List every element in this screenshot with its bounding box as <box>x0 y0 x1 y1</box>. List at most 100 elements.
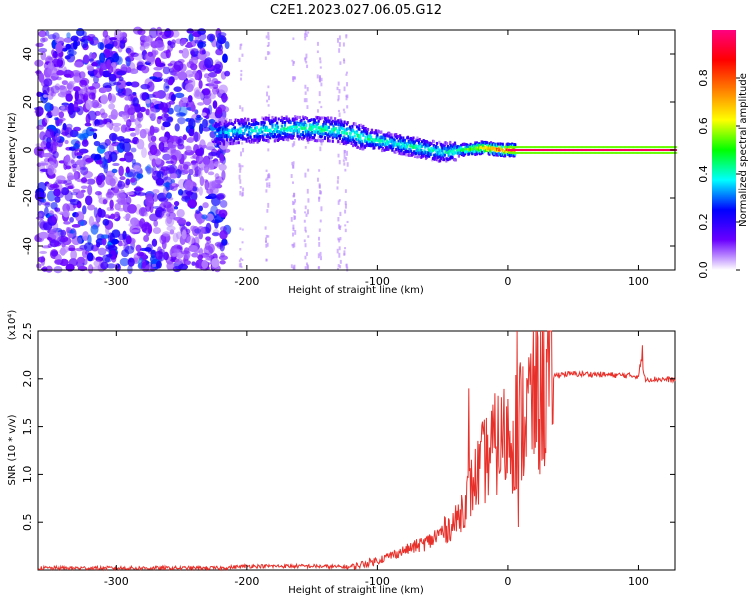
spectrogram-streak <box>294 199 297 203</box>
spectrogram-carrier-cell <box>586 146 589 149</box>
spectrogram-noise-blob <box>194 109 199 115</box>
spectrogram-carrier-cell <box>567 149 570 151</box>
spectrogram-carrier-cell <box>654 149 657 151</box>
spectrogram-noise-blob <box>155 177 165 186</box>
spectrogram-streak <box>293 137 296 141</box>
spectrogram-carrier-cell <box>561 146 564 149</box>
spectrogram-noise-blob <box>158 102 168 111</box>
spectrogram-noise-blob <box>104 214 110 218</box>
spectrogram-noise-blob <box>113 82 122 86</box>
spectrogram-ridge-cell <box>424 145 427 149</box>
spectrogram-ridge-cell <box>332 124 335 128</box>
spectrogram-streak <box>240 43 243 46</box>
spectrogram-ridge-cell <box>447 147 450 151</box>
spectrogram-noise-blob <box>198 205 204 212</box>
spectrogram-carrier-cell <box>543 149 546 151</box>
spectrogram-carrier-cell <box>642 151 645 154</box>
spectrogram-ridge-cell <box>291 136 294 140</box>
spectrogram-noise-blob <box>88 58 95 62</box>
spectrogram-noise-blob <box>96 175 103 186</box>
spectrogram-noise-blob <box>85 157 94 163</box>
spectrogram-ridge-cell <box>339 134 342 138</box>
spectrogram-carrier-cell <box>537 149 540 151</box>
spectrogram-carrier-cell <box>648 151 651 154</box>
spectrogram-ridge-cell <box>269 132 272 136</box>
colorbar-label: Normalized spectral amplitude <box>738 73 749 227</box>
spectrogram-ridge-cell <box>474 142 477 146</box>
spectrogram-noise-blob <box>112 186 120 194</box>
spectrogram-streak <box>239 227 242 230</box>
spectrogram-noise-blob <box>208 181 217 191</box>
spectrogram-streak <box>293 76 296 80</box>
spectrogram-ridge-cell <box>420 140 424 144</box>
spectrogram-ridge-cell <box>248 126 251 130</box>
spectrogram-carrier-cell <box>553 151 556 154</box>
spectrogram-ridge-cell <box>236 132 239 136</box>
spectrogram-ridge-cell <box>236 141 239 145</box>
spectrogram-noise-blob <box>160 113 170 122</box>
spectrogram-streak <box>337 95 340 100</box>
spectrogram-noise-blob <box>125 119 132 128</box>
spectrogram-ridge-cell <box>254 129 258 133</box>
spectrogram-noise-blob <box>165 164 175 175</box>
spectrogram-ridge-cell <box>215 134 218 138</box>
spectrogram-noise-blob <box>87 204 96 211</box>
spectrogram-streak <box>238 174 241 180</box>
spectrogram-streak <box>238 163 241 168</box>
spectrogram-ridge-cell <box>312 125 315 129</box>
spectrogram-carrier-cell <box>625 151 628 154</box>
spectrogram-noise-blob <box>130 132 137 137</box>
spectrogram-ridge-cell <box>409 153 412 157</box>
spectrogram-ridge-cell <box>345 137 348 141</box>
spectrogram-noise-blob <box>145 108 150 116</box>
spectrogram-carrier-cell <box>612 151 615 154</box>
spectrogram-noise-blob <box>215 48 224 56</box>
spectrogram-ridge-cell <box>381 149 384 153</box>
spectrogram-noise-blob <box>35 42 44 48</box>
spectrogram-streak <box>268 185 271 188</box>
spectrogram-streak <box>339 265 342 269</box>
spectrogram-ridge-cell <box>485 141 489 145</box>
spectrogram-streak <box>320 77 323 82</box>
spectrogram-carrier-cell <box>618 146 621 149</box>
spectrogram-streak <box>338 252 341 258</box>
spectrogram-noise-blob <box>125 81 133 87</box>
snr-y-label: SNR (10 * v/v) <box>7 414 18 485</box>
spectrogram-ridge-cell <box>331 136 334 140</box>
spectrogram-carrier-cell <box>633 146 636 149</box>
spectrogram-ridge-cell <box>360 141 363 145</box>
spectrogram-noise-blob <box>136 173 144 179</box>
spectrogram-carrier-cell <box>509 146 512 149</box>
spectrogram-streak <box>339 259 342 264</box>
spectrogram-streak <box>241 192 244 197</box>
spectrogram-streak <box>265 169 268 172</box>
spectrogram-carrier-cell <box>599 149 602 151</box>
spectrogram-carrier-cell <box>605 149 608 151</box>
spectrogram-noise-blob <box>134 104 142 113</box>
spectrogram-ridge-cell <box>241 123 244 127</box>
spectrogram-carrier-cell <box>578 149 581 151</box>
spectrogram-ridge-cell <box>499 145 502 149</box>
spectrogram-noise-blob <box>105 225 110 235</box>
spectrogram-streak <box>266 209 269 213</box>
spectrogram-ridge-cell <box>334 122 338 126</box>
spectrogram-ridge-cell <box>494 146 497 150</box>
spectrogram-noise-blob <box>39 191 47 199</box>
spectrogram-ridge-cell <box>311 131 314 135</box>
spectrogram-carrier-cell <box>530 151 533 154</box>
spectrogram-carrier-cell <box>591 146 594 149</box>
spectrogram-noise-blob <box>171 39 176 45</box>
x-tick-label: -200 <box>234 275 259 288</box>
spectrogram-ridge-cell <box>225 132 228 136</box>
spectrogram-noise-blob <box>140 83 151 90</box>
spectrogram-noise-blob <box>197 102 205 106</box>
spectrogram-carrier-cell <box>531 149 534 151</box>
x-tick-label: 0 <box>504 275 511 288</box>
spectrogram-ridge-cell <box>290 134 294 138</box>
spectrogram-carrier-cell <box>650 149 653 151</box>
spectrogram-streak <box>292 227 295 232</box>
spectrogram-carrier-cell <box>624 151 627 154</box>
spectrogram-carrier-cell <box>594 151 597 154</box>
spectrogram-streak <box>306 64 309 69</box>
spectrogram-ridge-cell <box>360 130 363 134</box>
